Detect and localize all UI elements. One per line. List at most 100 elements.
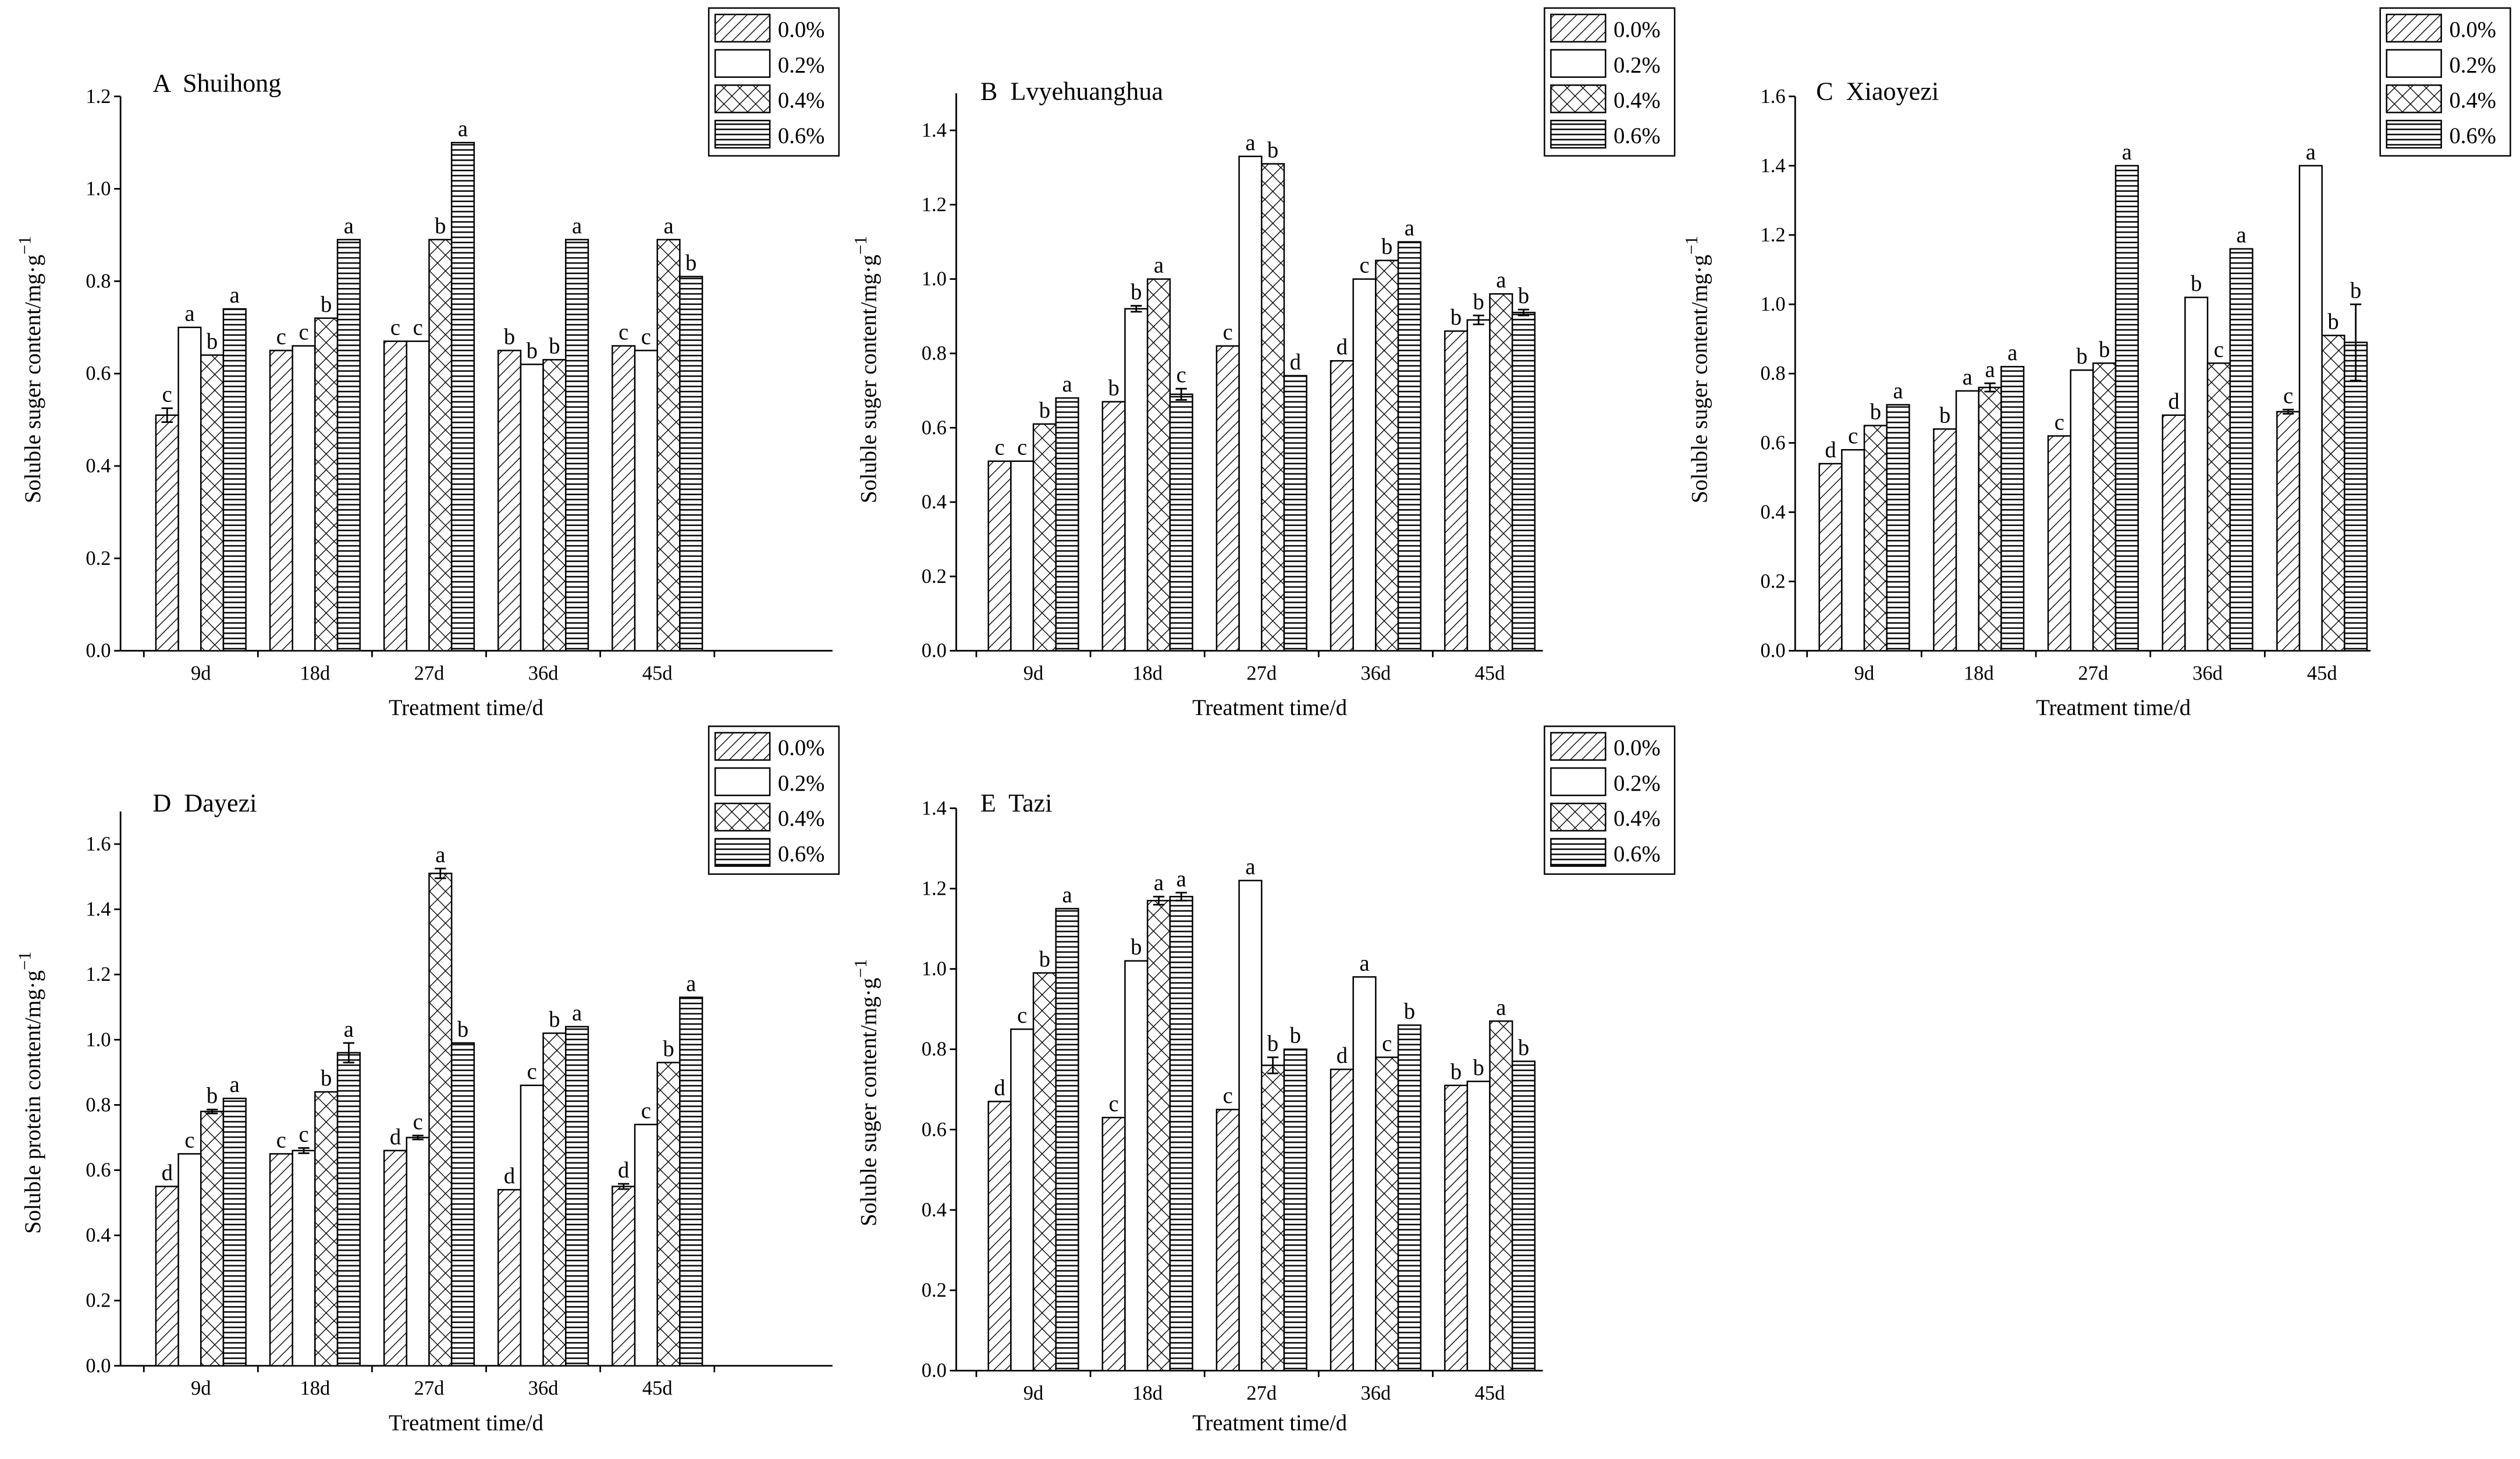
significance-letter: b [1473, 1056, 1484, 1080]
x-tick-label: 27d [414, 1378, 445, 1400]
bar [1375, 1056, 1399, 1372]
x-tick-label: 45d [1475, 662, 1505, 684]
x-tick-label: 18d [300, 1378, 330, 1400]
bar [222, 1097, 247, 1367]
y-tick-label: 0.6 [86, 1159, 111, 1182]
bar [656, 239, 681, 652]
significance-letter: d [390, 1125, 401, 1150]
significance-letter: c [1848, 424, 1858, 449]
y-tick-label: 0.4 [86, 1225, 111, 1247]
x-axis-label: Treatment time/d [1192, 696, 1347, 720]
significance-letter: c [527, 1060, 537, 1084]
y-axis-label-text: Soluble suger content/mg·g [21, 255, 45, 503]
bar [1352, 278, 1377, 652]
significance-letter: b [1039, 398, 1050, 423]
significance-letter: b [2191, 272, 2202, 296]
significance-letter: b [1131, 280, 1142, 305]
significance-letter: c [276, 325, 286, 349]
y-tick-label: 0.0 [86, 640, 111, 662]
legend-swatch [1550, 84, 1606, 113]
significance-letter: c [641, 325, 651, 349]
legend-label: 0.2% [2449, 53, 2496, 77]
legend: 0.0% 0.2% 0.4% 0.6% [1544, 725, 1676, 875]
y-tick-label: 1.0 [1761, 293, 1786, 315]
bar [1489, 293, 1513, 652]
x-axis-label: Treatment time/d [2036, 696, 2191, 720]
legend-swatch [2386, 119, 2442, 149]
bar [450, 1042, 475, 1367]
significance-letter: a [2122, 140, 2132, 165]
legend-label: 0.6% [778, 842, 825, 866]
y-tick-label: 1.2 [1761, 224, 1786, 246]
y-axis-label-text: Soluble protein content/mg·g [21, 970, 45, 1234]
bar [497, 350, 522, 652]
legend-label: 0.0% [1613, 18, 1661, 42]
legend-swatch [714, 84, 771, 113]
significance-letter: a [1154, 254, 1164, 278]
bar [565, 239, 589, 652]
bar [155, 1186, 179, 1367]
x-tick-label: 9d [191, 1378, 211, 1400]
significance-letter: c [2055, 410, 2064, 435]
bar [1283, 1048, 1307, 1372]
chart-title: E Tazi [980, 789, 1053, 817]
y-tick-label: 0.0 [922, 1360, 947, 1382]
y-tick-label: 1.2 [922, 877, 947, 899]
legend-swatch [714, 732, 771, 761]
legend-swatch [1550, 732, 1606, 761]
bar [1124, 960, 1149, 1372]
y-tick-label: 0.8 [86, 270, 111, 292]
bar [634, 1123, 658, 1367]
significance-letter: b [2350, 279, 2361, 303]
significance-letter: a [230, 1073, 240, 1097]
y-tick-label: 0.4 [922, 491, 947, 513]
legend: 0.0% 0.2% 0.4% 0.6% [1544, 7, 1676, 157]
significance-letter: b [2076, 344, 2087, 369]
significance-letter: a [2007, 341, 2017, 365]
significance-letter: a [184, 302, 194, 326]
bar [987, 460, 1012, 652]
bar [1238, 880, 1263, 1372]
significance-letter: b [1518, 1035, 1529, 1060]
x-tick-label: 9d [1854, 662, 1875, 684]
bar [2092, 362, 2117, 652]
legend-label: 0.6% [778, 124, 825, 148]
legend-swatch [1550, 49, 1606, 78]
legend-swatch [2386, 84, 2442, 113]
y-axis-label: Soluble suger content/mg·g−1 [851, 959, 882, 1226]
y-tick-label: 0.8 [1761, 362, 1786, 385]
legend-swatch [714, 767, 771, 796]
legend-swatch [714, 119, 771, 149]
significance-letter: c [298, 320, 308, 344]
significance-letter: b [435, 214, 446, 239]
x-tick-label: 36d [528, 662, 559, 684]
significance-letter: c [1223, 321, 1233, 345]
significance-letter: c [162, 383, 172, 407]
y-axis-label-exponent: −1 [1682, 236, 1701, 254]
bar [200, 1111, 225, 1367]
bar [1818, 462, 1843, 652]
bar [565, 1026, 589, 1367]
legend-label: 0.4% [1613, 88, 1661, 113]
legend-swatch [714, 802, 771, 832]
x-axis-label: Treatment time/d [1192, 1411, 1347, 1435]
bar [1101, 1116, 1126, 1372]
bar [292, 345, 316, 652]
legend-label: 0.0% [2449, 18, 2496, 42]
significance-letter: b [1404, 999, 1415, 1024]
legend-swatch [1550, 13, 1606, 43]
bar [1466, 319, 1491, 652]
significance-letter: b [1267, 1031, 1278, 1056]
x-tick-label: 27d [2078, 662, 2108, 684]
significance-letter: a [1893, 379, 1903, 404]
bar [1863, 425, 1888, 652]
y-axis-label: Soluble suger content/mg·g−1 [851, 236, 882, 503]
y-tick-label: 1.2 [86, 963, 111, 985]
significance-letter: b [321, 1066, 332, 1091]
bar [269, 350, 293, 652]
y-tick-label: 1.2 [86, 86, 111, 108]
significance-letter: d [504, 1164, 515, 1188]
